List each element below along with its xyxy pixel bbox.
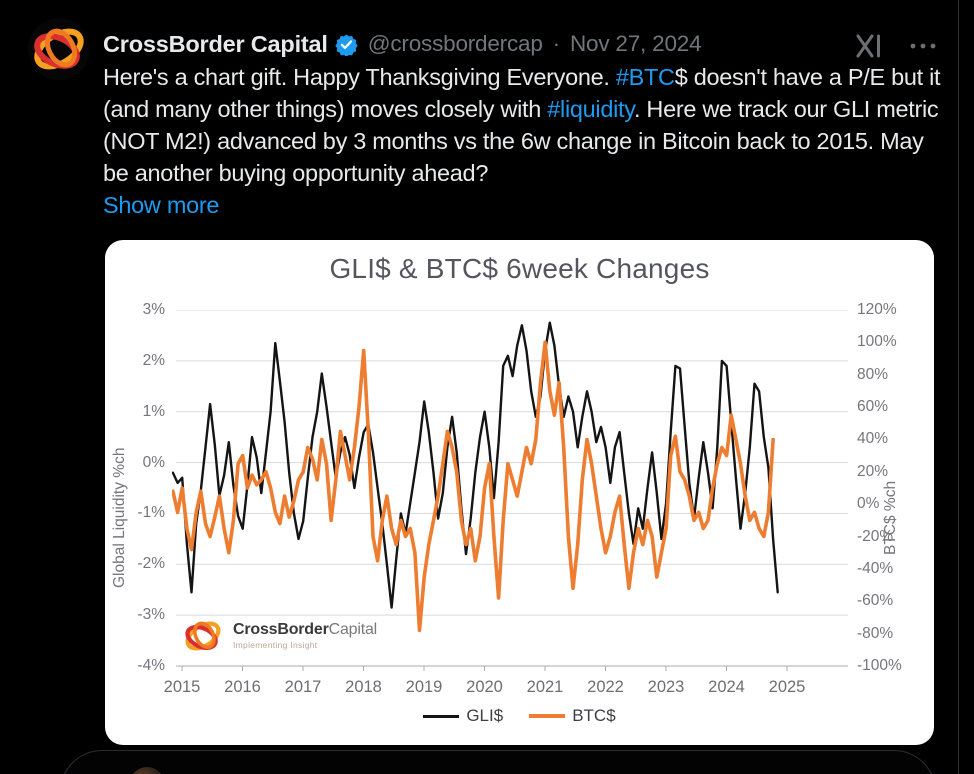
- post-date[interactable]: Nov 27, 2024: [569, 31, 702, 56]
- hashtag-link[interactable]: #BTC: [615, 64, 675, 90]
- header-actions: [854, 33, 938, 59]
- right-axis-tick: -80%: [857, 624, 894, 642]
- x-axis-tick: 2017: [284, 678, 322, 696]
- legend-item: BTC$: [529, 706, 616, 726]
- left-axis-tick: 1%: [142, 402, 165, 420]
- series-gli: [172, 321, 779, 609]
- right-axis-tick: -20%: [857, 527, 894, 545]
- x-axis-tick: 2021: [526, 678, 564, 696]
- right-axis-tick: 40%: [857, 430, 889, 448]
- handle[interactable]: @crossbordercap: [367, 31, 543, 56]
- right-axis-tick: 120%: [857, 301, 897, 318]
- verified-badge-icon: [335, 33, 358, 57]
- x-axis-tick: 2025: [768, 678, 806, 696]
- avatar[interactable]: [28, 18, 90, 80]
- hashtag-link[interactable]: #liquidity: [547, 96, 634, 122]
- watermark-brand-bold: CrossBorder: [233, 621, 329, 639]
- x-axis-tick: 2022: [587, 678, 624, 696]
- right-axis-tick: 60%: [857, 398, 889, 416]
- left-axis-tick: 0%: [142, 453, 165, 471]
- legend-label: BTC$: [572, 706, 616, 725]
- tweet-header: CrossBorder Capital @crossbordercap · No…: [103, 27, 844, 61]
- left-axis-tick: -2%: [137, 555, 165, 573]
- next-post-preview[interactable]: [60, 750, 936, 774]
- grok-icon[interactable]: [854, 33, 884, 59]
- chart-card-image[interactable]: GLI$ & BTC$ 6week Changes Global Liquidi…: [105, 240, 934, 745]
- crossborder-logo-icon: [28, 18, 90, 80]
- left-axis-tick: 3%: [142, 301, 165, 318]
- watermark-logo: CrossBorderCapital Implementing Insight: [181, 614, 377, 658]
- left-axis-tick: -3%: [137, 606, 165, 624]
- x-axis-tick: 2020: [466, 678, 503, 696]
- right-axis-tick: -100%: [857, 657, 902, 674]
- avatar: [129, 767, 165, 774]
- text-span: . Here we track our GLI metric (NOT M2!)…: [103, 96, 939, 186]
- x-axis-tick: 2024: [708, 678, 745, 696]
- right-axis-tick: 0%: [857, 495, 880, 513]
- right-axis-tick: 20%: [857, 462, 889, 480]
- chart-title: GLI$ & BTC$ 6week Changes: [329, 253, 710, 284]
- text-span: $ doesn't have a P/E but it (and many ot…: [103, 64, 941, 122]
- x-axis-tick: 2015: [163, 678, 201, 696]
- series-btc: [172, 340, 775, 633]
- plot-area: [172, 310, 848, 671]
- x-axis-tick: 2018: [345, 678, 382, 696]
- right-axis-tick: 100%: [857, 333, 897, 351]
- legend-swatch: [529, 714, 566, 718]
- column-divider: [958, 0, 959, 774]
- tweet-body: Here's a chart gift. Happy Thanksgiving …: [103, 61, 953, 221]
- right-axis-tick: -60%: [857, 592, 894, 610]
- left-axis-tick: -4%: [137, 657, 165, 674]
- text-span: Here's a chart gift. Happy Thanksgiving …: [103, 64, 616, 90]
- x-axis-tick: 2019: [405, 678, 443, 696]
- x-axis-tick: 2016: [224, 678, 261, 696]
- author-name[interactable]: CrossBorder Capital: [103, 30, 328, 57]
- legend-label: GLI$: [466, 706, 504, 725]
- separator-dot: ·: [552, 31, 561, 56]
- more-icon[interactable]: [908, 33, 938, 59]
- legend-swatch: [423, 714, 460, 718]
- crossborder-logo-icon: [185, 621, 221, 651]
- tweet-text: Here's a chart gift. Happy Thanksgiving …: [103, 61, 953, 189]
- left-axis-tick: -1%: [137, 504, 165, 522]
- legend-item: GLI$: [423, 706, 503, 726]
- x-axis-tick: 2023: [647, 678, 685, 696]
- left-axis-tick: 2%: [142, 351, 165, 369]
- show-more-link[interactable]: Show more: [103, 192, 220, 218]
- watermark-tagline: Implementing Insight: [233, 640, 318, 651]
- watermark-brand-light: Capital: [328, 621, 378, 639]
- chart-legend: GLI$ BTC$: [105, 706, 934, 726]
- right-axis-tick: -40%: [857, 559, 894, 577]
- right-axis-tick: 80%: [857, 365, 889, 383]
